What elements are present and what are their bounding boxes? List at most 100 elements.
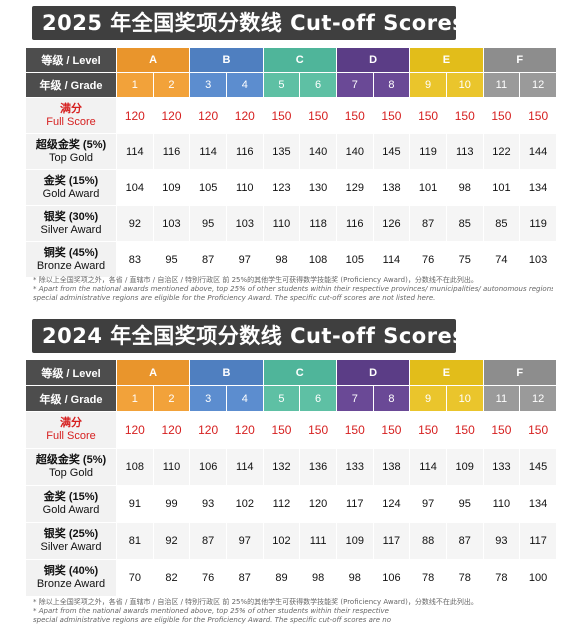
row-label: 满分 Full Score [26, 412, 116, 448]
grade-cell: 12 [520, 73, 556, 97]
score-cell: 81 [117, 523, 153, 559]
score-cell: 88 [410, 523, 446, 559]
score-cell: 110 [153, 449, 190, 485]
score-cell: 145 [373, 134, 410, 169]
footnote: * 除以上全国奖项之外，各省 / 直辖市 / 自治区 / 特别行政区 前 25%… [33, 276, 553, 303]
score-cell: 101 [483, 170, 520, 205]
row-label-en: Top Gold [48, 467, 94, 479]
row-label-en: Bronze Award [36, 259, 106, 272]
score-cell: 150 [520, 98, 556, 133]
score-cell: 118 [300, 206, 336, 241]
score-cell: 78 [483, 560, 520, 596]
score-cell: 114 [117, 134, 153, 169]
score-cell: 120 [117, 98, 153, 133]
row-label: 银奖 (25%) Silver Award [26, 523, 116, 559]
table-row: 满分 Full Score 120 120 120 120 150 150 150… [26, 98, 556, 133]
score-cell: 150 [446, 98, 483, 133]
row-label-en: Full Score [46, 430, 96, 442]
section-title: 2024 年全国奖项分数线 Cut-off Scores [32, 319, 456, 353]
score-cell: 112 [263, 486, 300, 522]
level-f: F [483, 48, 556, 72]
score-cell: 74 [483, 242, 520, 277]
level-header-row: 等级 / Level A B C D E F [26, 360, 556, 385]
score-cell: 117 [336, 486, 373, 522]
level-header-row: 等级 / Level A B C D E F [26, 48, 556, 72]
score-cell: 150 [410, 98, 446, 133]
score-cell: 83 [117, 242, 153, 277]
row-label-en: Gold Award [42, 187, 100, 200]
grade-cell: 9 [410, 73, 446, 97]
row-label-cn: 银奖 (30%) [43, 210, 99, 223]
row-label: 铜奖 (40%) Bronze Award [26, 560, 116, 596]
row-label-en: Silver Award [40, 541, 102, 553]
row-label-cn: 铜奖 (40%) [43, 565, 99, 577]
score-cell: 105 [336, 242, 373, 277]
row-label-cn: 金奖 (15%) [43, 491, 99, 503]
score-cell: 150 [373, 412, 410, 448]
score-cell: 120 [117, 412, 153, 448]
score-cell: 104 [117, 170, 153, 205]
grade-header-row: 年级 / Grade 1 2 3 4 5 6 7 8 9 10 11 12 [26, 386, 556, 411]
score-cell: 87 [410, 206, 446, 241]
grade-cell: 3 [190, 73, 226, 97]
score-cell: 78 [446, 560, 483, 596]
score-cell: 114 [226, 449, 263, 485]
score-cell: 98 [336, 560, 373, 596]
score-cell: 97 [410, 486, 446, 522]
score-cell: 138 [373, 449, 410, 485]
cutoff-table: 等级 / Level A B C D E F 年级 / Grade 1 2 3 … [25, 47, 557, 278]
score-cell: 93 [190, 486, 226, 522]
grade-cell: 6 [300, 386, 336, 411]
score-cell: 134 [520, 170, 556, 205]
score-cell: 130 [300, 170, 336, 205]
score-cell: 150 [300, 98, 336, 133]
level-e: E [410, 360, 483, 385]
score-cell: 95 [190, 206, 226, 241]
table-row: 满分 Full Score 120 120 120 120 150 150 150… [26, 412, 556, 448]
row-label-cn: 超级金奖 (5%) [35, 454, 107, 466]
row-label: 金奖 (15%) Gold Award [26, 170, 116, 205]
score-cell: 100 [520, 560, 556, 596]
score-cell: 85 [483, 206, 520, 241]
level-a: A [117, 48, 190, 72]
grade-cell: 3 [190, 386, 226, 411]
score-cell: 98 [300, 560, 336, 596]
score-cell: 76 [410, 242, 446, 277]
grade-cell: 11 [483, 73, 520, 97]
table-row: 铜奖 (40%) Bronze Award 70 82 76 87 89 98 9… [26, 560, 556, 596]
score-cell: 98 [446, 170, 483, 205]
score-cell: 140 [300, 134, 336, 169]
score-cell: 87 [190, 242, 226, 277]
grade-cell: 5 [263, 73, 300, 97]
row-label-cn: 满分 [60, 102, 82, 115]
score-cell: 129 [336, 170, 373, 205]
score-cell: 101 [410, 170, 446, 205]
level-f: F [483, 360, 556, 385]
table-row: 超级金奖 (5%) Top Gold 114 116 114 116 135 14… [26, 134, 556, 169]
level-a: A [117, 360, 190, 385]
score-cell: 108 [300, 242, 336, 277]
grade-cell: 4 [226, 386, 263, 411]
score-cell: 103 [520, 242, 556, 277]
score-cell: 150 [263, 98, 300, 133]
score-cell: 106 [373, 560, 410, 596]
table-row: 铜奖 (45%) Bronze Award 83 95 87 97 98 108 … [26, 242, 556, 277]
score-cell: 117 [373, 523, 410, 559]
score-cell: 119 [520, 206, 556, 241]
score-cell: 114 [373, 242, 410, 277]
grade-cell: 9 [410, 386, 446, 411]
score-cell: 93 [483, 523, 520, 559]
score-cell: 78 [410, 560, 446, 596]
score-cell: 119 [410, 134, 446, 169]
score-cell: 138 [373, 170, 410, 205]
level-c: C [263, 48, 336, 72]
grade-cell: 1 [117, 386, 153, 411]
row-label-cn: 满分 [60, 417, 82, 429]
row-label-cn: 超级金奖 (5%) [35, 138, 107, 151]
score-cell: 120 [226, 98, 263, 133]
score-cell: 70 [117, 560, 153, 596]
level-header-label: 等级 / Level [26, 48, 116, 72]
score-cell: 150 [373, 98, 410, 133]
footnote-line: * Apart from the national awards mention… [33, 285, 553, 293]
score-cell: 120 [153, 412, 190, 448]
